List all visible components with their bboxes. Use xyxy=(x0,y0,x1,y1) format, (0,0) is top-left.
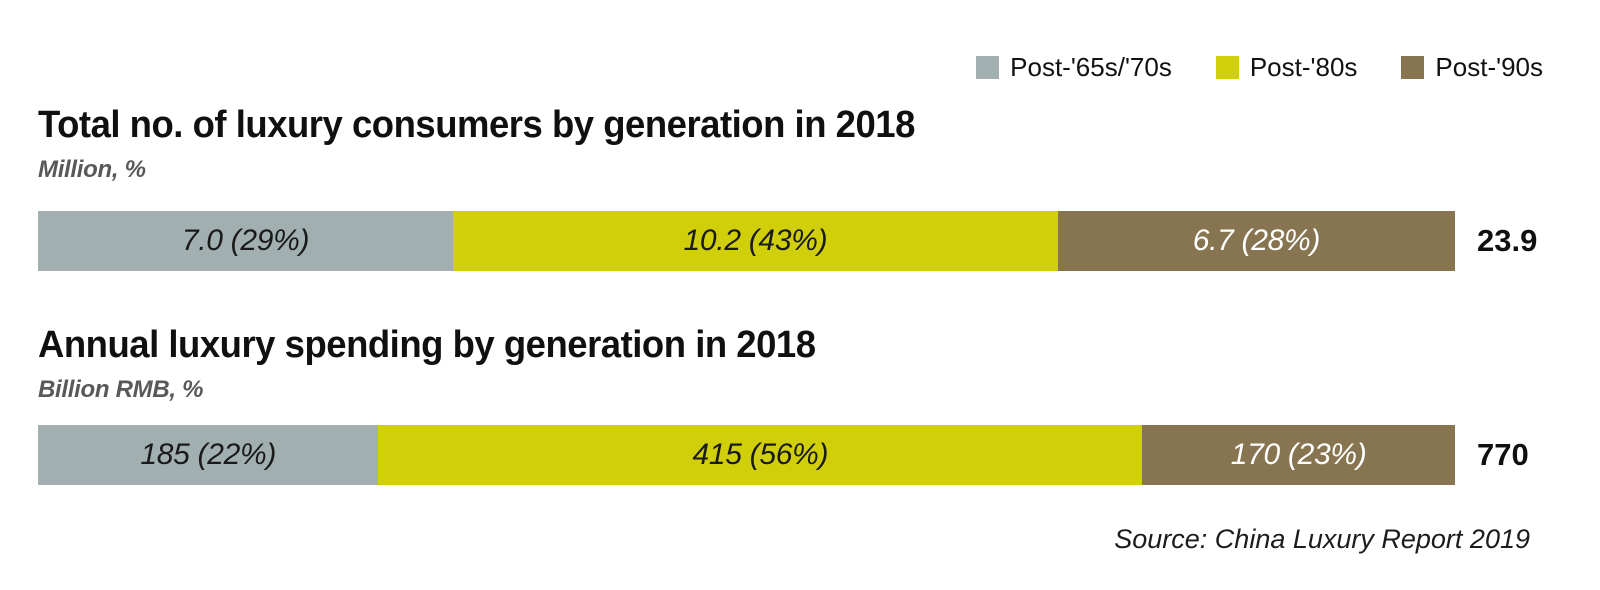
legend-swatch-icon xyxy=(1215,56,1239,79)
legend-item: Post-'80s xyxy=(1215,52,1358,83)
chart-title-spending: Annual luxury spending by generation in … xyxy=(38,324,816,366)
bar-segment: 7.0 (29%) xyxy=(38,211,454,271)
bar-segment: 6.7 (28%) xyxy=(1057,211,1455,271)
bar-segment: 170 (23%) xyxy=(1142,425,1455,485)
bar-total-spending: 770 xyxy=(1477,437,1529,472)
source-note: Source: China Luxury Report 2019 xyxy=(1114,524,1530,554)
chart-subtitle-consumers: Million, % xyxy=(38,156,146,183)
bar-segment: 415 (56%) xyxy=(378,425,1143,485)
legend: Post-'65s/'70s Post-'80s Post-'90s xyxy=(976,52,1543,83)
bar-segment: 10.2 (43%) xyxy=(453,211,1058,271)
bar-segment-label: 10.2 (43%) xyxy=(683,224,828,257)
bar-segment-label: 415 (56%) xyxy=(692,438,829,471)
stacked-bar-spending: 185 (22%) 415 (56%) 170 (23%) xyxy=(38,425,1455,485)
bar-segment-label: 185 (22%) xyxy=(140,438,277,471)
legend-label: Post-'80s xyxy=(1249,52,1358,82)
legend-label: Post-'65s/'70s xyxy=(1010,52,1172,82)
bar-segment-label: 6.7 (28%) xyxy=(1192,224,1321,257)
legend-item: Post-'65s/'70s xyxy=(976,52,1172,83)
legend-label: Post-'90s xyxy=(1435,52,1543,82)
bar-segment: 185 (22%) xyxy=(38,425,379,485)
legend-swatch-icon xyxy=(1401,56,1425,79)
stacked-bar-consumers: 7.0 (29%) 10.2 (43%) 6.7 (28%) xyxy=(38,211,1455,271)
bar-total-consumers: 23.9 xyxy=(1477,223,1538,258)
bar-segment-label: 7.0 (29%) xyxy=(181,224,310,257)
bar-segment-label: 170 (23%) xyxy=(1230,438,1367,471)
legend-item: Post-'90s xyxy=(1401,52,1543,83)
chart-title-consumers: Total no. of luxury consumers by generat… xyxy=(38,104,915,146)
chart-subtitle-spending: Billion RMB, % xyxy=(38,376,204,403)
legend-swatch-icon xyxy=(976,56,1000,79)
